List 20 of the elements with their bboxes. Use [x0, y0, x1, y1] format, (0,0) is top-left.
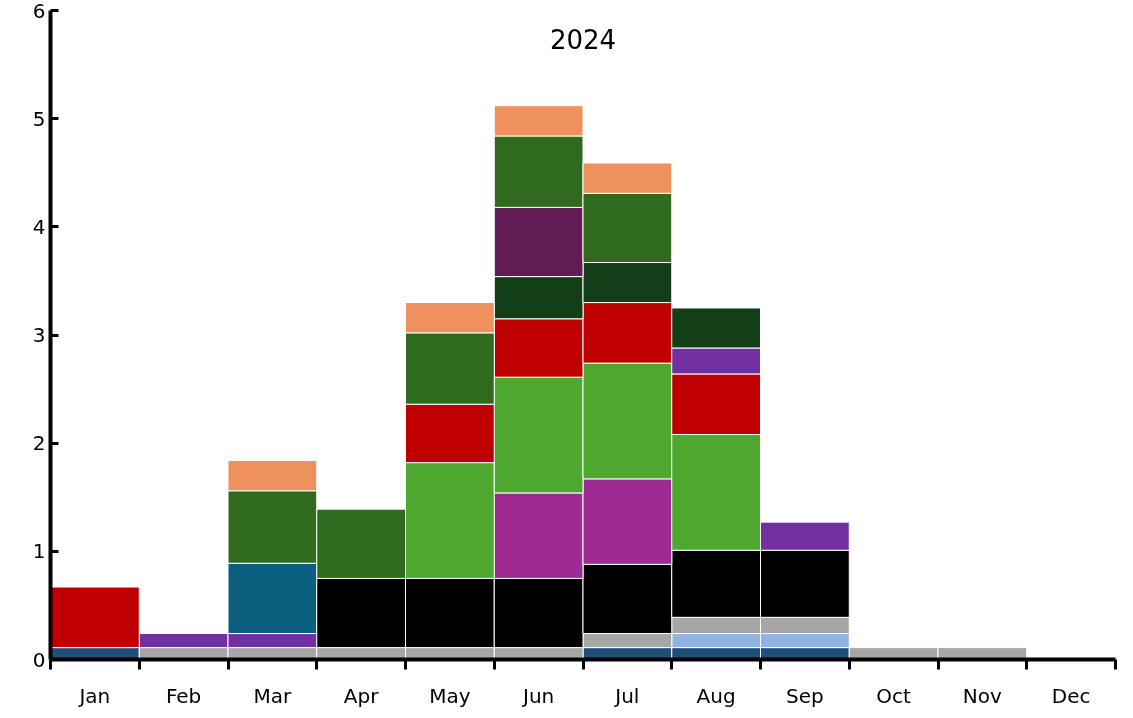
x-tick-label: Dec: [1051, 683, 1091, 708]
x-tick-label: Feb: [165, 683, 202, 708]
x-tick-label: Sep: [786, 683, 824, 708]
y-tick-label: 2: [32, 431, 46, 456]
x-tick-label: Oct: [876, 683, 912, 708]
y-tick-label: 1: [32, 539, 46, 564]
text: 2024: [549, 24, 617, 55]
x-tick-label: Jul: [613, 683, 640, 708]
y-tick-label: 6: [32, 0, 46, 23]
x-tick-label: Jun: [521, 683, 555, 708]
x-tick-label: May: [429, 683, 471, 708]
x-tick-label: Mar: [253, 683, 293, 708]
y-tick-label: 0: [32, 647, 46, 672]
x-tick-label: Apr: [343, 683, 380, 708]
y-tick-label: 4: [32, 214, 46, 239]
y-tick-label: 5: [32, 106, 46, 131]
y-tick-label: 3: [32, 323, 46, 347]
x-tick-label: Jan: [77, 683, 111, 708]
x-tick-label: Nov: [962, 683, 1003, 708]
x-tick-label: Aug: [696, 683, 736, 708]
